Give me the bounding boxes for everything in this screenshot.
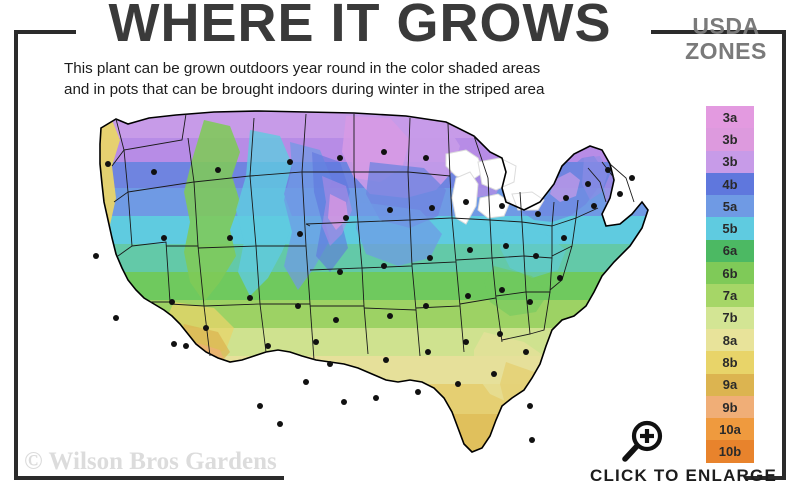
legend-swatch-3a-0: 3a bbox=[706, 106, 754, 129]
enlarge-label[interactable]: CLICK TO ENLARGE bbox=[590, 466, 778, 485]
legend-swatch-10b-15: 10b bbox=[706, 440, 754, 463]
frame-top-edge-left bbox=[14, 30, 76, 34]
frame-right-edge bbox=[782, 30, 786, 480]
magnifier-plus-icon[interactable] bbox=[616, 418, 668, 466]
legend-title: USDA ZONES bbox=[672, 14, 780, 64]
legend-swatch-3b-2: 3b bbox=[706, 150, 754, 173]
page-title: WHERE IT GROWS bbox=[108, 0, 612, 53]
hardiness-zone-map[interactable] bbox=[54, 106, 654, 456]
legend-swatch-7b-9: 7b bbox=[706, 306, 754, 329]
national-outline bbox=[99, 110, 649, 453]
frame-left-edge bbox=[14, 30, 18, 480]
legend-swatch-9b-13: 9b bbox=[706, 395, 754, 419]
legend-title-line-2: ZONES bbox=[685, 38, 767, 64]
legend-swatch-9a-12: 9a bbox=[706, 373, 754, 396]
legend-swatch-3b-1: 3b bbox=[706, 128, 754, 151]
legend-swatch-10a-14: 10a bbox=[706, 418, 754, 441]
legend-swatch-6a-6: 6a bbox=[706, 239, 754, 263]
frame-bottom-edge-right bbox=[745, 476, 786, 480]
magnifier-svg bbox=[622, 420, 663, 462]
subtitle-text: This plant can be grown outdoors year ro… bbox=[64, 58, 634, 100]
subtitle-line-1: This plant can be grown outdoors year ro… bbox=[64, 60, 541, 77]
city-dots bbox=[93, 149, 635, 443]
frame-bottom-edge-left bbox=[14, 476, 284, 480]
watermark: © Wilson Bros Gardens bbox=[24, 448, 277, 475]
subtitle-line-2: and in pots that can be brought indoors … bbox=[64, 81, 545, 98]
frame-top-edge-right bbox=[651, 30, 786, 34]
legend-swatch-5a-4: 5a bbox=[706, 195, 754, 218]
state-boundaries bbox=[111, 113, 635, 361]
legend-swatch-6b-7: 6b bbox=[706, 262, 754, 285]
legend-swatch-list: 3a 3b 3b 4b 5a 5b 6a 6b 7a 7b 8a 8b 9a 9b 10a 10b bbox=[706, 106, 754, 463]
legend-title-line-1: USDA bbox=[692, 13, 760, 39]
legend-swatch-8b-11: 8b bbox=[706, 351, 754, 374]
legend-swatch-8a-10: 8a bbox=[706, 328, 754, 352]
map-svg bbox=[93, 110, 649, 453]
legend-swatch-7a-8: 7a bbox=[706, 284, 754, 307]
legend-swatch-4b-3: 4b bbox=[706, 172, 754, 196]
legend-swatch-5b-5: 5b bbox=[706, 217, 754, 240]
